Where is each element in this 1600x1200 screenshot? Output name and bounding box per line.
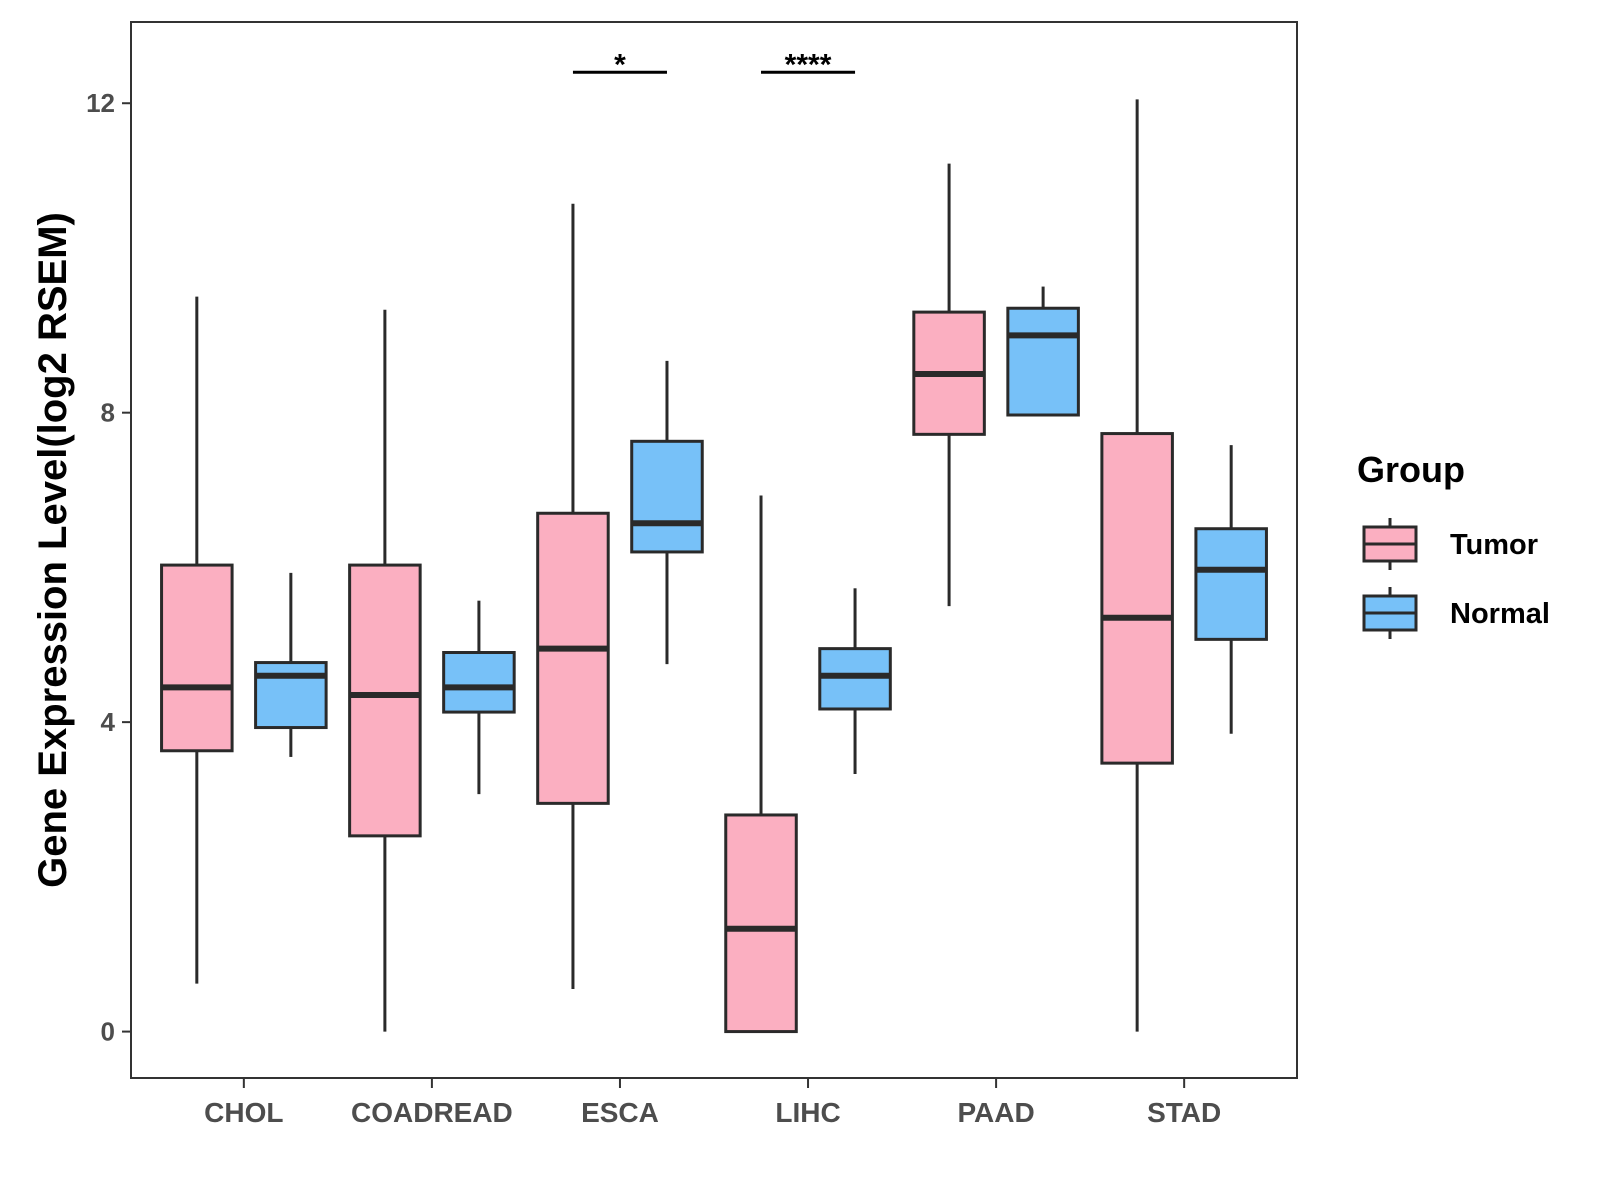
box-iqr [1100, 432, 1174, 765]
legend-label: Tumor [1450, 529, 1538, 561]
box-iqr [254, 661, 328, 730]
box-tumor-paad [912, 163, 986, 607]
box-iqr [724, 813, 798, 1034]
legend-item-normal: Normal [1362, 587, 1550, 639]
box-iqr [630, 439, 704, 554]
x-tick-label: PAAD [957, 1097, 1034, 1128]
y-tick-label: 8 [101, 398, 115, 428]
box-tumor-stad [1100, 99, 1174, 1032]
box-tumor-chol [160, 296, 234, 984]
box-iqr [1194, 527, 1268, 641]
box-normal-esca [630, 360, 704, 665]
x-tick-label: STAD [1147, 1097, 1221, 1128]
box-normal-coadread [442, 600, 516, 795]
box-tumor-coadread [348, 309, 422, 1032]
x-tick-label: LIHC [775, 1097, 840, 1128]
box-iqr [348, 563, 422, 838]
y-tick-label: 4 [101, 707, 116, 737]
y-axis: 0 4 8 12 [86, 88, 131, 1047]
y-tick-label: 12 [86, 88, 115, 118]
legend-label: Normal [1450, 598, 1550, 630]
box-normal-chol [254, 572, 328, 757]
significance-annotations: * **** [572, 48, 856, 81]
significance-label: **** [785, 48, 832, 81]
box-normal-stad [1194, 445, 1268, 734]
x-tick-label: COADREAD [351, 1097, 513, 1128]
x-tick-label: ESCA [581, 1097, 659, 1128]
legend-item-tumor: Tumor [1362, 518, 1538, 570]
y-tick-label: 0 [101, 1017, 115, 1047]
box-tumor-lihc [724, 495, 798, 1034]
box-iqr [1006, 306, 1080, 417]
x-axis: CHOL COADREAD ESCA LIHC PAAD STAD [204, 1078, 1221, 1128]
significance-label: * [614, 48, 626, 81]
box-iqr [442, 651, 516, 714]
box-normal-paad [1006, 286, 1080, 417]
box-group [160, 99, 1268, 1034]
x-tick-label: CHOL [204, 1097, 283, 1128]
box-iqr [536, 511, 610, 805]
box-iqr [818, 647, 892, 711]
box-iqr [160, 563, 234, 753]
box-tumor-esca [536, 203, 610, 990]
box-normal-lihc [818, 588, 892, 774]
y-axis-title: Gene Expression Level(log2 RSEM) [31, 212, 75, 888]
legend-title: Group [1357, 449, 1465, 490]
legend: Group Tumor Normal [1357, 449, 1550, 639]
